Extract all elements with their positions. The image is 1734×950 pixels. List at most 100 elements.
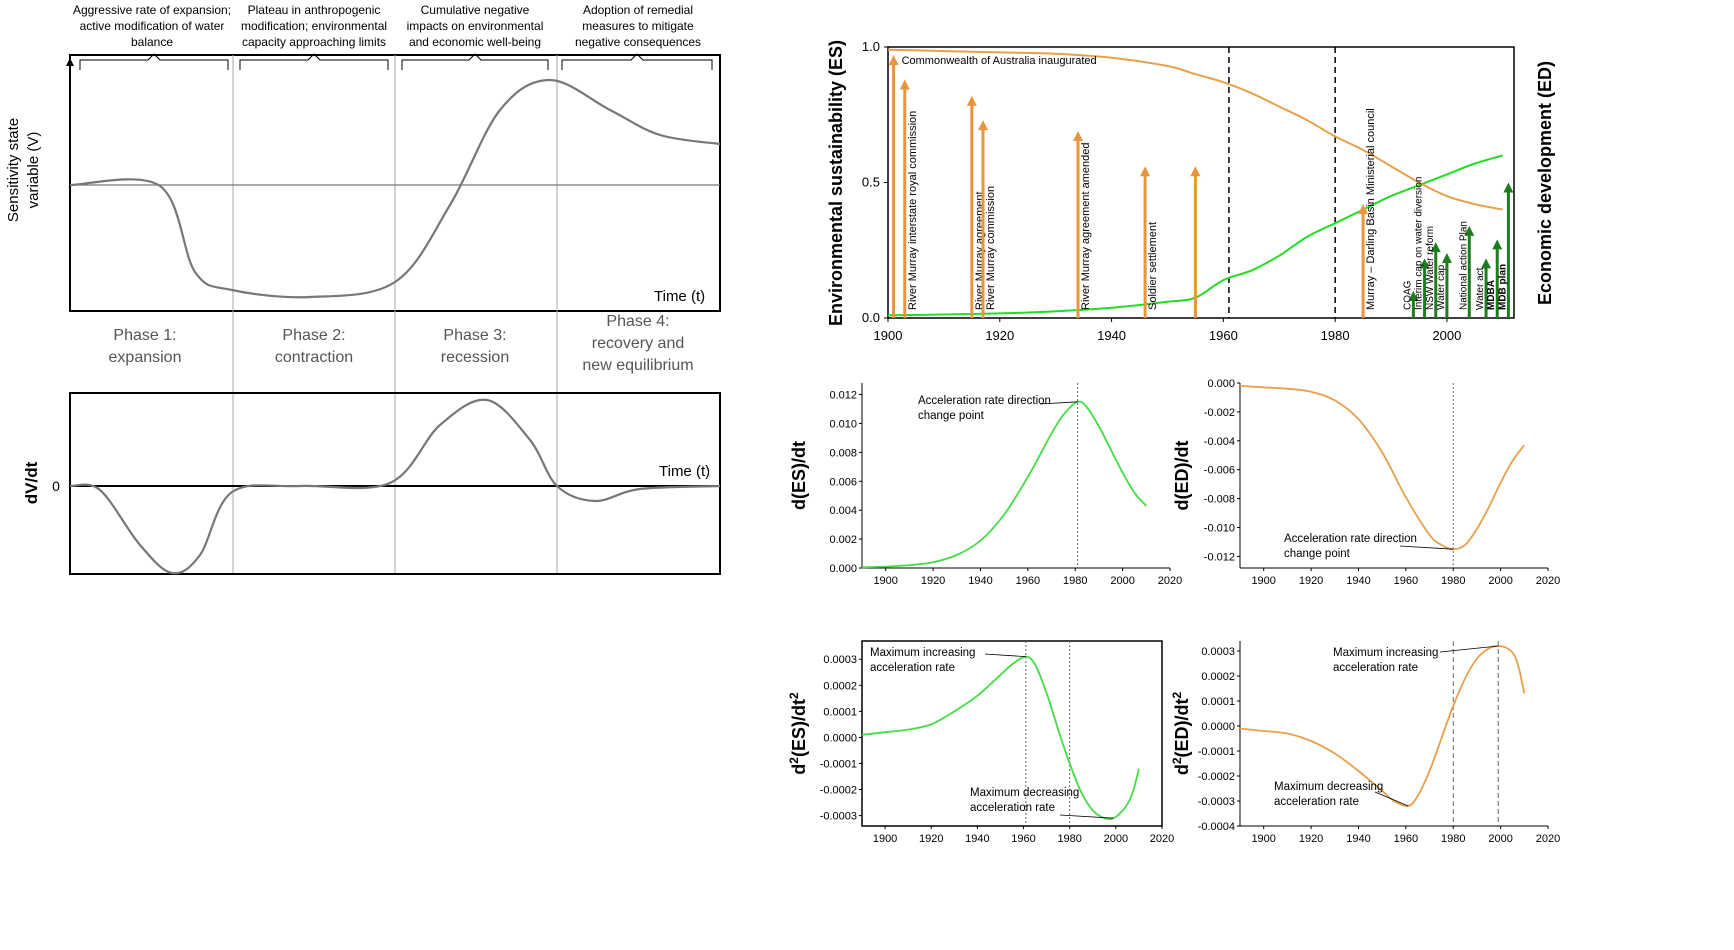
phase-label-line: recovery and: [592, 335, 685, 352]
phase-label-line: contraction: [275, 349, 353, 366]
annotation: Acceleration rate direction change point: [918, 395, 1051, 422]
arrow-head: [1464, 225, 1475, 236]
v-curve: [69, 78, 721, 299]
x-tick-label: 1920: [919, 833, 943, 845]
brace-1: [79, 53, 229, 70]
y-tick-label: 0.008: [829, 447, 857, 459]
arrow-head: [1430, 242, 1441, 253]
x-tick-label: 1940: [1346, 833, 1370, 845]
y-axis-arrow: [66, 58, 74, 66]
event-label: River Murray agreement amended: [1080, 142, 1092, 310]
annotation: Maximum decreasing acceleration rate: [1274, 781, 1383, 808]
annotation: Maximum increasing acceleration rate: [1333, 647, 1438, 674]
brace-3: [401, 53, 549, 70]
bottom-ylabel: dV/dt: [22, 461, 41, 504]
y-tick-label: 1.0: [862, 39, 880, 54]
policy-label: COAG: [1402, 280, 1413, 310]
top-ylabel-line: variable (V): [25, 132, 42, 209]
y-tick-label: -0.0001: [1198, 746, 1235, 758]
annotation-line: acceleration rate: [1333, 662, 1418, 674]
policy-label: National action Plan: [1458, 221, 1469, 310]
annotation: Maximum decreasing acceleration rate: [970, 787, 1079, 814]
x-tick-label: 2000: [1488, 833, 1512, 845]
y-tick-label: -0.0002: [1198, 771, 1235, 783]
y-tick-label: -0.004: [1204, 436, 1235, 448]
annotation-line: Acceleration rate direction: [1284, 533, 1417, 545]
annotation: Acceleration rate direction change point: [1284, 533, 1417, 560]
series-line-ED: [887, 48, 1503, 211]
y-tick-label: 0.006: [829, 476, 857, 488]
top-xlabel: Time (t): [654, 288, 705, 305]
annotation-line: Maximum increasing: [1333, 647, 1438, 659]
x-tick-label: 1960: [1209, 328, 1238, 343]
series-line: [1239, 645, 1526, 808]
y-tick-label: -0.002: [1204, 407, 1235, 419]
phase-header-4-line: negative consequences: [575, 35, 701, 49]
x-tick-label: 1900: [1251, 575, 1275, 587]
y-tick-label: 0.002: [829, 534, 857, 546]
x-tick-label: 1980: [1057, 833, 1081, 845]
x-tick-label: 2020: [1158, 575, 1182, 587]
y-tick-label: 0.0002: [823, 680, 857, 692]
main-timeline-chart: 1900 1920 1940 1960 1980 2000 0.0 0.5 1.0 Commonw…: [826, 39, 1555, 343]
series-line: [861, 400, 1147, 569]
x-tick-label: 1900: [873, 575, 897, 587]
policy-label: MDB plan: [1497, 264, 1508, 310]
x-tick-label: 1960: [1016, 575, 1040, 587]
x-tick-label: 1940: [968, 575, 992, 587]
phase-label-line: expansion: [109, 349, 182, 366]
arrow-head: [1073, 131, 1084, 142]
brace-4: [561, 53, 713, 70]
x-tick-label: 1960: [1011, 833, 1035, 845]
y-tick-label: 0.0002: [1201, 671, 1235, 683]
top-ylabel: Sensitivity state variable (V): [5, 118, 42, 222]
ylabel: d2(ES)/dt2: [787, 692, 809, 775]
phase-label-line: Phase 2:: [282, 327, 345, 344]
ylabel-sup: 2: [1170, 692, 1184, 699]
dv-curve: [69, 398, 721, 575]
arrow-head: [888, 55, 899, 66]
phase-label-line: Phase 1:: [113, 327, 176, 344]
x-tick-label: 1980: [1321, 328, 1350, 343]
y-tick-label: -0.008: [1204, 494, 1235, 506]
x-tick-label: 2020: [1536, 833, 1560, 845]
arrow-head: [1190, 166, 1201, 177]
phase-label-line: Phase 3:: [443, 327, 506, 344]
ylabel-sup: 2: [1170, 757, 1184, 764]
x-tick-label: 1980: [1441, 833, 1465, 845]
ylabel: d2(ED)/dt2: [1170, 692, 1192, 776]
arrow-head: [1481, 258, 1492, 269]
main-ylabel-right: Economic development (ED): [1535, 61, 1555, 305]
event-label: Commonwealth of Australia inaugurated: [902, 55, 1097, 67]
chart-dES: 1900 1920 1940 1960 1980 2000 2020 0.000 0.002 0.…: [789, 383, 1182, 587]
x-tick-label: 1980: [1063, 575, 1087, 587]
y-tick-label: 0.0003: [1201, 646, 1235, 658]
bottom-plot-frame: [69, 392, 721, 575]
chart-d2ED: 1900 1920 1940 1960 1980 2000 2020 0.0003 0.0002…: [1170, 641, 1560, 845]
ylabel-part: d: [1172, 764, 1192, 775]
phase-header-1: Aggressive rate of expansion; active modi…: [73, 3, 231, 49]
annotation-leader: [1374, 791, 1409, 807]
y-tick-label: 0.0001: [823, 706, 857, 718]
phase-header-1-line: Aggressive rate of expansion;: [73, 3, 231, 17]
x-tick-label: 1900: [873, 833, 897, 845]
y-tick-label: 0.5: [862, 175, 880, 190]
annotation-line: acceleration rate: [1274, 796, 1359, 808]
annotation-line: Maximum decreasing: [1274, 781, 1383, 793]
arrow-head: [966, 95, 977, 106]
chart-dED: 1900 1920 1940 1960 1980 2000 2020 0.000 -0.002 -…: [1172, 378, 1560, 587]
x-tick-label: 1940: [965, 833, 989, 845]
arrow-head: [978, 120, 989, 131]
annotation-line: acceleration rate: [870, 662, 955, 674]
annotation-leader: [1439, 645, 1499, 653]
x-tick-label: 1980: [1441, 575, 1465, 587]
phase-label-1: Phase 1: expansion: [109, 327, 182, 366]
annotation-line: change point: [1284, 548, 1351, 560]
annotation-leader: [984, 653, 1026, 658]
y-tick-label: -0.0003: [820, 811, 857, 823]
y-tick-label: 0.0000: [823, 732, 857, 744]
phase-label-4: Phase 4: recovery and new equilibrium: [582, 313, 693, 374]
y-tick-label: -0.006: [1204, 465, 1235, 477]
phase-header-1-line: active modification of water: [80, 19, 225, 33]
y-tick-label: 0.012: [829, 390, 857, 402]
